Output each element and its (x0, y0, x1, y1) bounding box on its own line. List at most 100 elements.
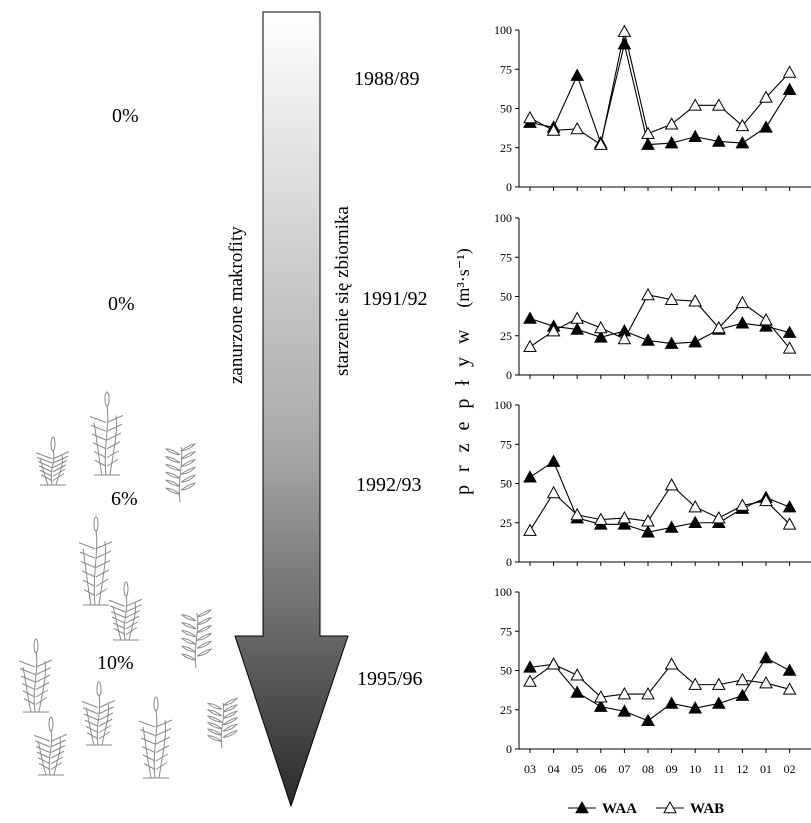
plant-drawing (206, 697, 239, 749)
point-waa-12 (735, 316, 750, 329)
x-tick-label: 11 (713, 762, 725, 776)
point-wab-09 (664, 657, 679, 670)
plant-drawing (164, 443, 197, 503)
point-waa-09 (664, 520, 679, 533)
plant-drawing (18, 638, 53, 713)
x-tick-label: 02 (784, 762, 796, 776)
period-label-2: 1991/92 (362, 288, 428, 310)
point-wab-03 (523, 674, 537, 687)
point-wab-11 (711, 320, 726, 334)
point-wab-02 (782, 65, 797, 78)
period-label-3: 1992/93 (356, 474, 422, 496)
point-wab-03 (523, 523, 537, 536)
point-wab-01 (759, 90, 773, 103)
y-tick-label: 100 (494, 211, 512, 225)
point-waa-02 (782, 500, 797, 513)
x-tick-label: 09 (666, 762, 678, 776)
point-waa-10 (688, 515, 703, 529)
chart-panel-4: 0 25 50 75 100 03 04 05 06 07 08 09 10 11 12 01 02 (494, 585, 811, 776)
y-tick-label: 75 (500, 437, 512, 451)
legend-label-waa: WAA (602, 801, 637, 817)
point-wab-02 (782, 341, 797, 354)
point-wab-01 (759, 493, 773, 507)
point-waa-07 (617, 704, 632, 717)
point-wab-04 (546, 123, 561, 136)
plant-drawing (33, 716, 68, 776)
point-waa-11 (711, 134, 726, 147)
percentage-label-2: 0% (108, 293, 135, 315)
point-waa-09 (664, 136, 679, 149)
x-tick-label: 10 (689, 762, 701, 776)
plant-drawing (138, 696, 173, 779)
point-waa-02 (782, 663, 797, 676)
x-tick-label: 12 (736, 762, 748, 776)
point-wab-11 (711, 511, 726, 524)
series-line-wab (529, 294, 791, 349)
point-waa-08 (641, 137, 655, 150)
point-waa-10 (688, 701, 703, 714)
y-tick-label: 100 (494, 398, 512, 412)
point-waa-10 (688, 129, 703, 143)
plant-drawing (35, 436, 70, 486)
point-wab-06 (593, 320, 608, 334)
point-waa-08 (641, 713, 655, 727)
series-line-waa (529, 44, 791, 146)
point-wab-05 (570, 121, 585, 135)
point-wab-01 (759, 313, 773, 326)
point-wab-07 (617, 24, 632, 37)
x-tick-label: 01 (760, 762, 772, 776)
point-waa-07 (617, 517, 632, 530)
series-line-wab (529, 31, 791, 146)
point-wab-10 (688, 294, 703, 307)
point-waa-12 (735, 136, 750, 149)
point-wab-08 (641, 687, 655, 700)
point-waa-08 (641, 525, 655, 538)
x-tick-label: 08 (642, 762, 654, 776)
chart-panel-3: 0 25 50 75 100 (494, 398, 811, 569)
point-waa-11 (711, 696, 726, 709)
point-wab-04 (546, 324, 561, 337)
plant-drawing (81, 681, 116, 746)
y-tick-label: 75 (500, 250, 512, 264)
plant-drawing (108, 581, 143, 641)
x-tick-label: 06 (595, 762, 607, 776)
x-tick-label: 05 (571, 762, 583, 776)
y-tick-label: 100 (494, 585, 512, 599)
y-tick-label: 50 (500, 102, 512, 116)
point-waa-05 (570, 68, 585, 81)
y-tick-label: 25 (500, 703, 512, 717)
point-wab-09 (664, 292, 679, 305)
point-waa-05 (570, 685, 585, 698)
point-wab-09 (664, 478, 679, 491)
point-wab-06 (593, 690, 608, 703)
y-tick-label: 0 (506, 180, 512, 194)
point-waa-08 (641, 333, 655, 346)
point-waa-04 (546, 454, 561, 467)
point-wab-02 (782, 682, 797, 695)
point-wab-08 (641, 126, 655, 139)
y-tick-label: 0 (506, 742, 512, 756)
point-wab-03 (523, 339, 537, 353)
point-waa-02 (782, 325, 797, 338)
point-wab-12 (735, 295, 750, 309)
series-line-waa (529, 657, 790, 722)
point-wab-07 (617, 331, 632, 345)
y-tick-label: 50 (500, 290, 512, 304)
point-wab-07 (617, 687, 632, 700)
plant-drawing (180, 609, 213, 669)
point-wab-06 (593, 512, 608, 525)
point-wab-05 (570, 668, 585, 681)
point-waa-05 (570, 322, 585, 335)
point-waa-03 (523, 660, 537, 673)
y-tick-label: 100 (494, 23, 512, 37)
point-wab-03 (523, 110, 537, 124)
y-tick-label: 75 (500, 624, 512, 638)
percentage-label-4: 10% (97, 652, 134, 674)
period-label-1: 1988/89 (354, 68, 420, 90)
x-tick-label: 03 (524, 762, 536, 776)
y-tick-label: 50 (500, 664, 512, 678)
point-waa-06 (593, 330, 608, 343)
